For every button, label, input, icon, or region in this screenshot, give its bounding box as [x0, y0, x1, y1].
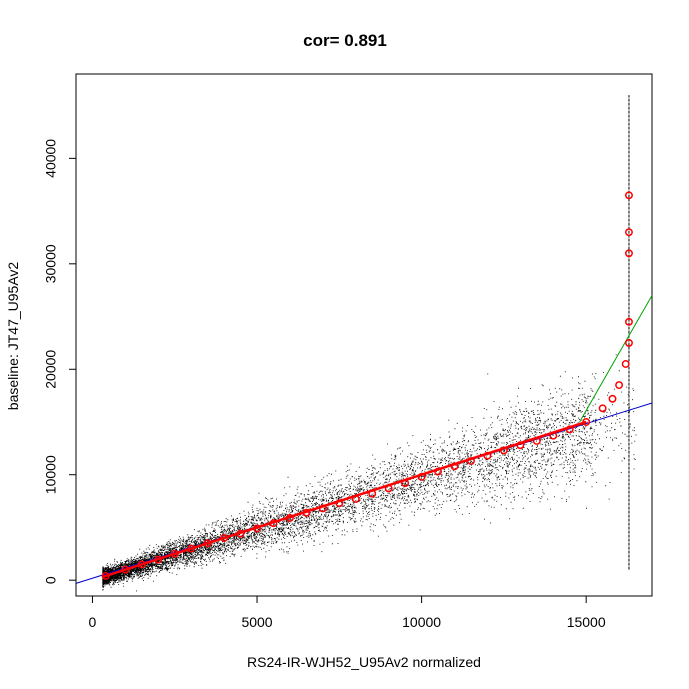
highlight-point — [401, 479, 410, 488]
highlight-point — [549, 431, 558, 440]
highlight-point — [253, 524, 261, 533]
highlight-point — [532, 437, 541, 445]
highlight-point — [302, 508, 311, 517]
y-tick-label: 30000 — [43, 244, 59, 283]
highlight-point — [625, 228, 633, 237]
x-tick-label: 5000 — [241, 614, 272, 630]
highlight-point — [220, 534, 229, 542]
highlight-points — [101, 191, 633, 580]
highlight-point — [170, 549, 179, 558]
highlight-point — [516, 441, 525, 450]
x-tick-label: 10000 — [402, 614, 441, 630]
y-tick-label: 10000 — [43, 455, 59, 494]
highlight-point — [450, 462, 459, 471]
highlight-point — [187, 544, 196, 553]
highlight-point — [368, 489, 377, 498]
highlight-point — [335, 499, 344, 508]
highlight-point — [625, 191, 633, 200]
highlight-point — [625, 249, 633, 258]
highlight-point — [384, 484, 393, 493]
y-tick-label: 20000 — [43, 350, 59, 389]
y-axis-label: baseline: JT47_U95Av2 — [5, 262, 21, 411]
highlight-point — [137, 560, 146, 569]
highlight-point — [269, 519, 278, 528]
highlight-point — [101, 572, 110, 580]
highlight-point — [121, 565, 130, 574]
highlight-point — [285, 514, 294, 522]
highlight-point — [621, 360, 630, 368]
y-tick-label: 40000 — [43, 139, 59, 178]
plot-box — [75, 73, 653, 597]
highlight-point — [236, 529, 245, 538]
highlight-point — [615, 381, 624, 390]
x-tick-label: 0 — [89, 614, 97, 630]
highlight-point — [582, 418, 591, 426]
highlight-point — [565, 425, 574, 434]
highlight-point — [154, 555, 163, 564]
highlight-point — [351, 495, 360, 503]
point-cloud — [102, 354, 637, 592]
highlight-point — [625, 338, 633, 347]
x-tick-label: 15000 — [567, 614, 606, 630]
x-axis-label: RS24-IR-WJH52_U95Av2 normalized — [247, 654, 481, 670]
highlight-point — [598, 404, 607, 413]
highlight-point — [434, 467, 443, 476]
fit-line-green — [579, 295, 653, 423]
highlight-point — [467, 457, 475, 465]
x-axis: 0 5000 10000 15000 — [89, 596, 606, 630]
highlight-point — [483, 451, 492, 460]
highlight-point — [203, 539, 212, 548]
chart-title: cor= 0.891 — [303, 31, 387, 50]
highlight-point — [625, 317, 633, 326]
highlight-point — [318, 504, 327, 513]
y-tick-label: 0 — [43, 576, 59, 584]
fit-line-red — [101, 420, 587, 579]
scatter-points — [102, 95, 637, 592]
y-axis: 0 10000 20000 30000 40000 — [43, 139, 76, 584]
highlight-point — [608, 394, 617, 403]
highlight-point — [417, 472, 426, 481]
highlight-point — [499, 446, 508, 455]
